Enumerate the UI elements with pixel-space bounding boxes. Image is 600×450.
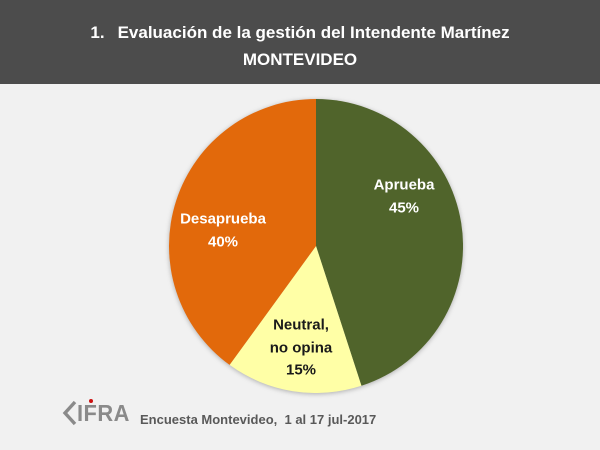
footer-caption: Encuesta Montevideo, 1 al 17 jul-2017: [140, 412, 377, 427]
pie-slice-desaprueba: [169, 99, 316, 365]
pie-label-neutral-no-opina: Neutral, no opina 15%: [269, 316, 333, 379]
pie-label-desaprueba: Desaprueba 40%: [180, 210, 266, 251]
pie-label-aprueba: Aprueba 45%: [373, 176, 435, 217]
title-bar: 1. Evaluación de la gestión del Intendent…: [0, 0, 600, 84]
pie-chart: [169, 99, 463, 393]
title-number: 1.: [90, 23, 105, 42]
pie-slice-neutral-no-opina: [229, 246, 362, 393]
title-line: 1. Evaluación de la gestión del Intendent…: [0, 19, 600, 46]
page-subtitle: MONTEVIDEO: [242, 50, 358, 69]
logo-red-dot-icon: [89, 399, 93, 403]
page-title: Evaluación de la gestión del Intendente …: [117, 23, 510, 42]
cifra-logo: IFRA: [62, 399, 133, 426]
logo-letters: IFRA: [77, 400, 130, 426]
pie-slice-aprueba: [316, 99, 463, 386]
logo-bracket-icon: [62, 400, 77, 426]
